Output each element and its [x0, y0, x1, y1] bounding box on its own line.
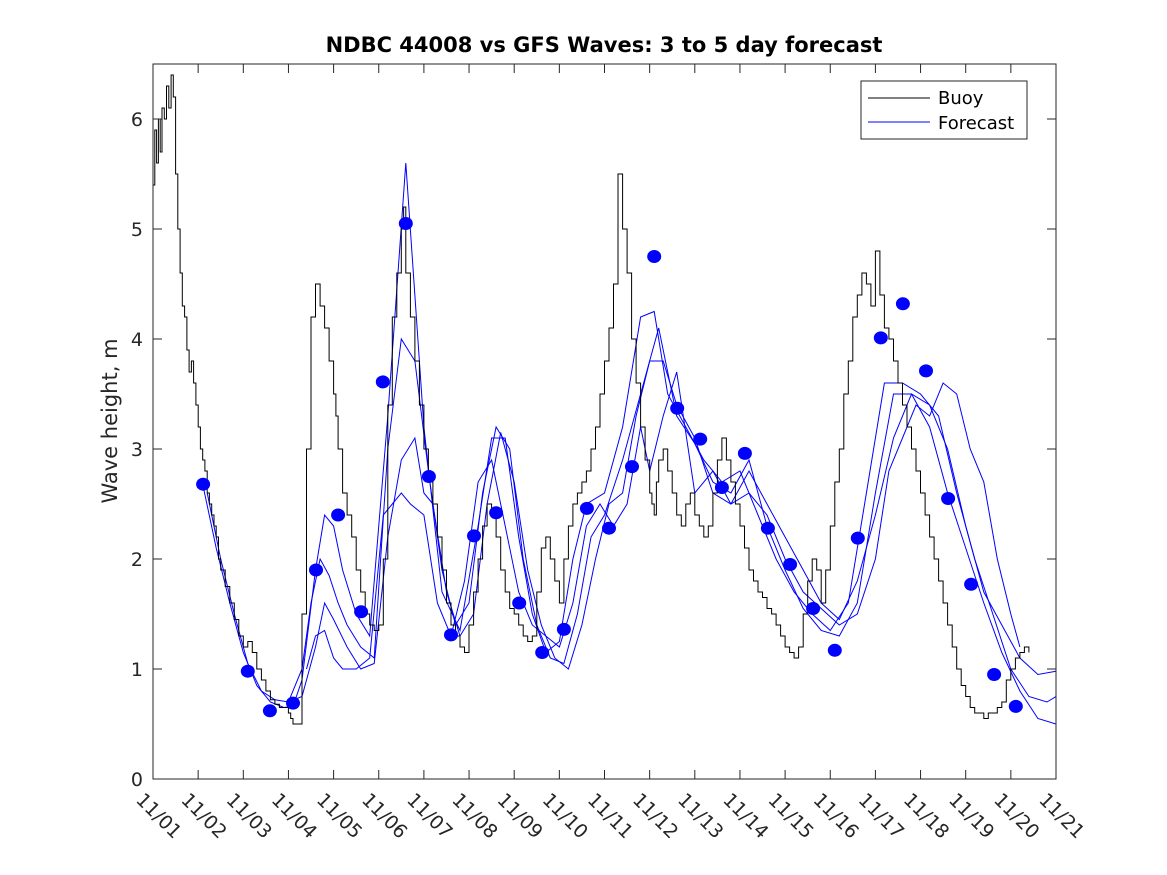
- forecast-marker: [987, 668, 1002, 681]
- forecast-marker: [1008, 699, 1023, 713]
- buoy-line: [153, 74, 1030, 725]
- forecast-marker: [556, 622, 571, 636]
- forecast-marker: [309, 563, 323, 577]
- legend-label-forecast: Forecast: [938, 113, 1014, 134]
- axes-box: [152, 63, 1057, 780]
- forecast-marker: [895, 297, 910, 311]
- forecast-marker: [670, 401, 685, 415]
- forecast-marker: [873, 331, 888, 345]
- legend-box: [860, 80, 1028, 140]
- forecast-marker: [240, 664, 255, 678]
- forecast-marker: [625, 460, 639, 474]
- forecast-marker: [467, 529, 481, 543]
- y-axis-label: Wave height, m: [98, 338, 122, 503]
- forecast-marker: [535, 646, 550, 659]
- axes-background: [153, 64, 1056, 779]
- y-tick-label: 5: [131, 219, 143, 241]
- forecast-marker: [647, 250, 662, 263]
- forecast-marker: [489, 506, 504, 520]
- forecast-marker: [262, 704, 277, 718]
- forecast-marker: [398, 217, 413, 230]
- forecast-marker: [693, 432, 708, 446]
- forecast-marker: [760, 521, 775, 535]
- forecast-marker: [331, 508, 346, 522]
- forecast-marker: [354, 605, 369, 619]
- forecast-run-line-3: [288, 360, 1056, 703]
- forecast-marker: [806, 602, 821, 615]
- chart-title: NDBC 44008 vs GFS Waves: 3 to 5 day fore…: [326, 33, 883, 57]
- y-tick-label: 3: [131, 439, 143, 461]
- forecast-marker: [196, 477, 211, 491]
- forecast-marker: [964, 577, 979, 591]
- forecast-marker: [286, 696, 300, 710]
- forecast-marker: [737, 446, 752, 460]
- forecast-marker: [919, 364, 933, 378]
- y-tick-label: 1: [131, 659, 143, 681]
- forecast-marker: [714, 481, 729, 494]
- forecast-marker: [512, 596, 527, 610]
- forecast-marker: [602, 521, 616, 535]
- legend-label-buoy: Buoy: [938, 88, 984, 109]
- y-tick-label: 4: [131, 329, 143, 351]
- forecast-marker: [783, 558, 798, 571]
- y-tick-label: 0: [131, 769, 143, 791]
- forecast-marker: [375, 375, 390, 389]
- forecast-run-line-2: [206, 327, 1056, 725]
- forecast-marker: [421, 470, 436, 483]
- y-tick-label: 2: [131, 549, 143, 571]
- forecast-marker: [579, 501, 594, 515]
- legend: Buoy Forecast: [860, 80, 1028, 140]
- y-tick-label: 6: [131, 109, 143, 131]
- forecast-marker: [444, 628, 458, 642]
- forecast-marker: [850, 531, 865, 545]
- forecast-marker: [941, 492, 956, 505]
- forecast-marker: [827, 643, 842, 657]
